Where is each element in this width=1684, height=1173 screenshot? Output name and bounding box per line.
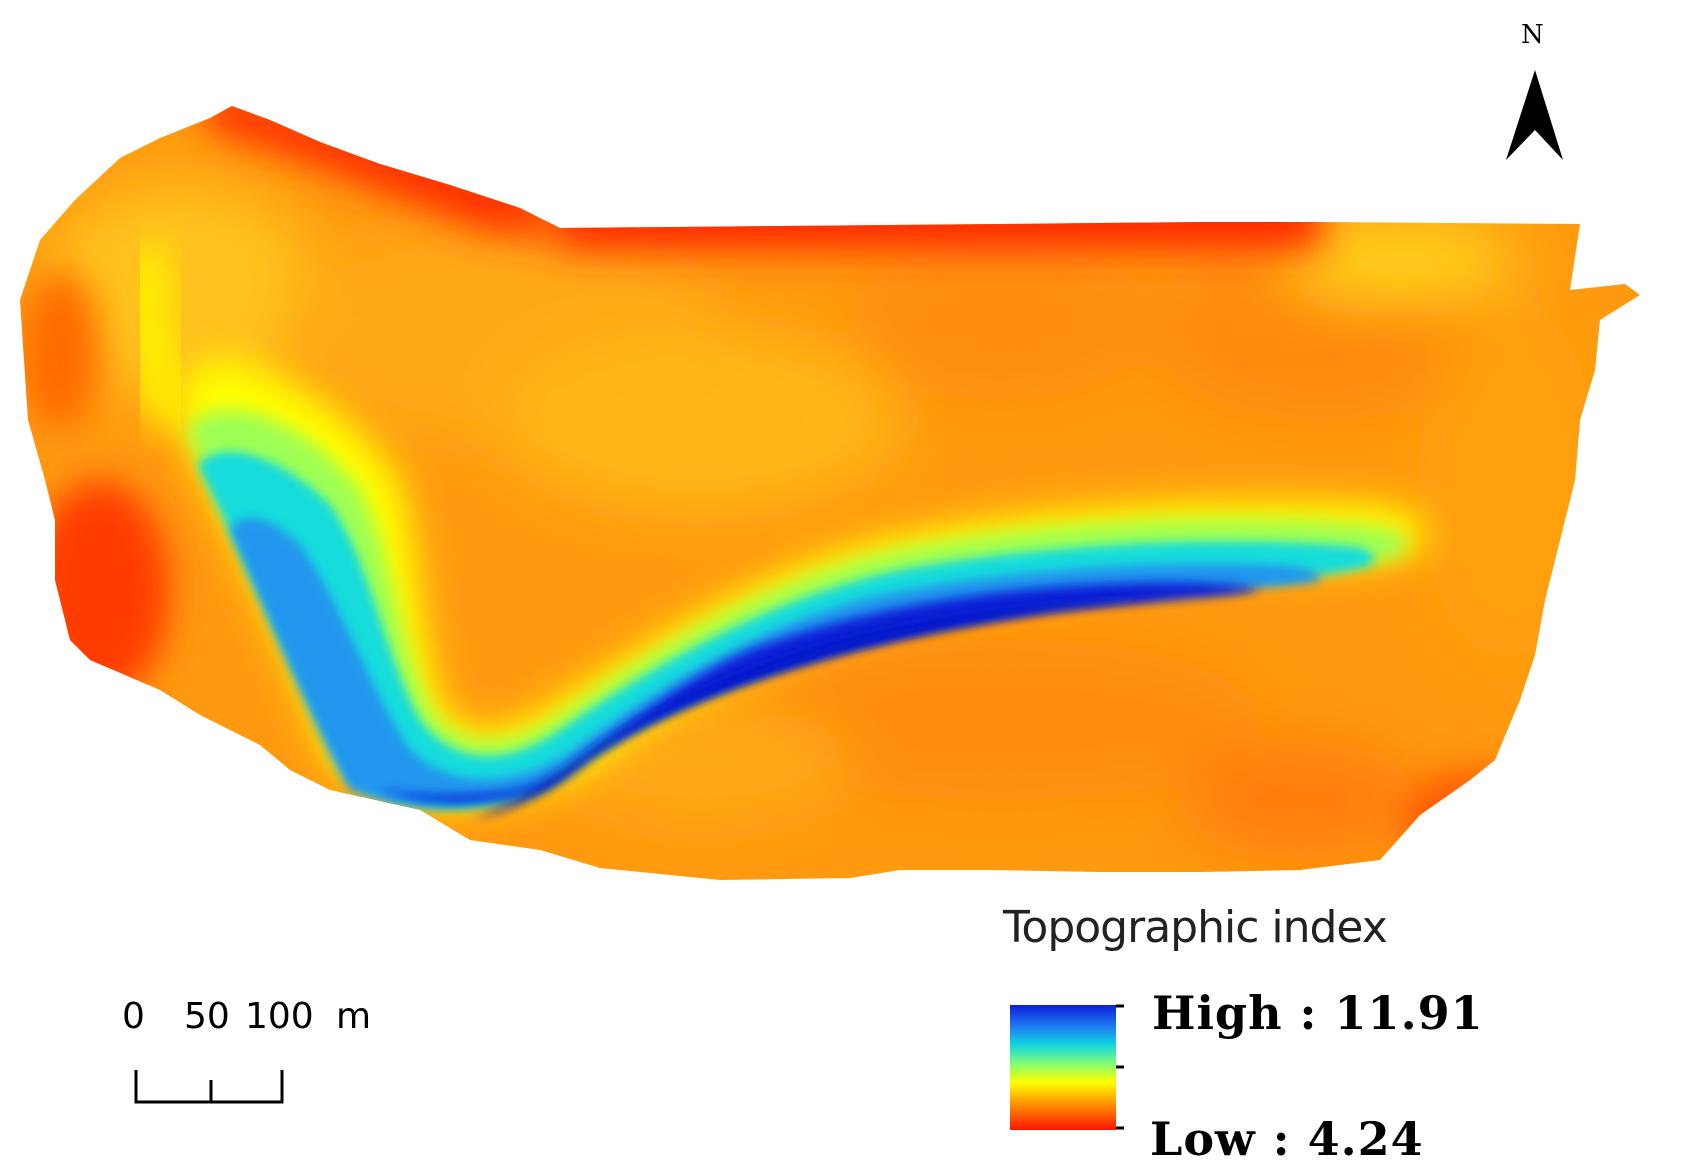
north-arrow-icon xyxy=(1506,70,1563,160)
scale-label-0: 0 xyxy=(122,996,145,1037)
legend-high-label: High : 11.91 xyxy=(1152,986,1484,1040)
scale-bar-graphic xyxy=(134,1070,284,1104)
north-label: N xyxy=(1521,20,1544,50)
topographic-raster xyxy=(20,106,1640,880)
legend-low-label: Low : 4.24 xyxy=(1150,1112,1424,1166)
legend-color-ramp xyxy=(1010,1005,1116,1130)
scale-unit: m xyxy=(336,996,372,1037)
scale-label-100: 100 xyxy=(245,996,314,1037)
scale-label-50: 50 xyxy=(184,996,230,1037)
legend-title: Topographic index xyxy=(1003,902,1388,953)
